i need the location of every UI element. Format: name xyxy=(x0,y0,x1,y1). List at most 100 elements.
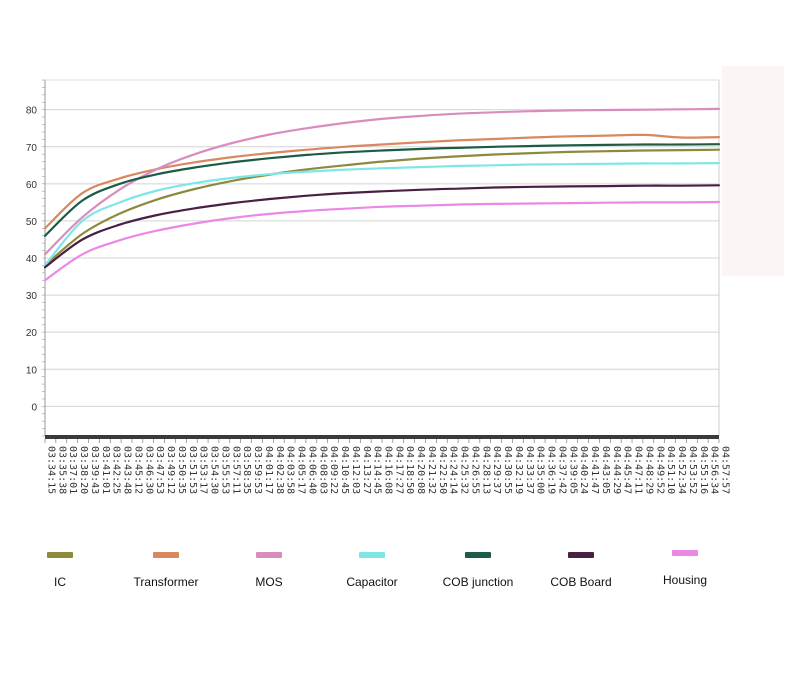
x-tick-label: 04:05:17 xyxy=(296,446,307,494)
y-tick-label: 0 xyxy=(31,402,37,413)
y-tick-label: 70 xyxy=(26,143,38,154)
legend-item-cob-junction: COB junction xyxy=(433,552,523,589)
x-tick-label: 03:58:35 xyxy=(241,446,252,494)
x-tick-label: 04:37:42 xyxy=(556,446,567,494)
legend-item-ic: IC xyxy=(15,552,105,589)
x-tick-label: 03:45:12 xyxy=(132,446,143,494)
x-tick-label: 04:09:22 xyxy=(328,446,339,494)
side-panel xyxy=(722,66,784,276)
legend-swatch-cob-junction xyxy=(465,552,491,558)
legend-swatch-transformer xyxy=(153,552,179,558)
x-tick-label: 04:32:19 xyxy=(513,446,524,494)
legend-swatch-mos xyxy=(256,552,282,558)
x-tick-label: 03:55:53 xyxy=(219,446,230,494)
x-tick-label: 03:54:30 xyxy=(209,446,220,494)
x-tick-label: 04:49:52 xyxy=(654,446,665,494)
legend-label-ic: IC xyxy=(54,575,66,589)
x-tick-label: 04:39:05 xyxy=(567,446,578,494)
x-tick-label: 04:29:37 xyxy=(491,446,502,494)
x-tick-label: 03:59:53 xyxy=(252,446,263,494)
series-line-ic xyxy=(43,148,721,267)
x-tick-label: 04:36:19 xyxy=(546,446,557,494)
series-line-cob-junction xyxy=(43,143,721,237)
x-tick-label: 03:51:53 xyxy=(187,446,198,494)
legend-swatch-capacitor xyxy=(359,552,385,558)
x-tick-label: 04:51:10 xyxy=(665,446,676,494)
x-tick-label: 03:49:12 xyxy=(165,446,176,494)
x-tick-label: 04:12:03 xyxy=(350,446,361,494)
legend-item-cob-board: COB Board xyxy=(536,552,626,589)
legend-label-housing: Housing xyxy=(662,573,708,587)
series-line-mos xyxy=(43,107,721,256)
legend-label-cob-board: COB Board xyxy=(550,575,612,589)
x-tick-label: 04:14:45 xyxy=(372,446,383,494)
x-tick-label: 04:16:08 xyxy=(383,446,394,494)
x-tick-label: 04:35:00 xyxy=(535,446,546,494)
x-tick-label: 04:30:55 xyxy=(502,446,513,494)
x-tick-label: 04:06:40 xyxy=(306,446,317,494)
y-tick-label: 30 xyxy=(26,291,38,302)
y-tick-label: 60 xyxy=(26,180,38,191)
axes xyxy=(42,79,720,443)
x-tick-label: 04:41:47 xyxy=(589,446,600,494)
x-tick-label: 04:22:50 xyxy=(437,446,448,494)
x-tick-label: 04:53:52 xyxy=(687,446,698,494)
x-tick-label: 04:44:29 xyxy=(611,446,622,494)
x-tick-label: 04:13:27 xyxy=(361,446,372,494)
x-tick-label: 04:20:08 xyxy=(415,446,426,494)
x-tick-label: 04:02:38 xyxy=(274,446,285,494)
x-tick-label: 03:42:25 xyxy=(111,446,122,494)
x-tick-label: 03:46:30 xyxy=(143,446,154,494)
series-lines xyxy=(43,107,721,282)
x-tick-label: 04:56:34 xyxy=(709,446,720,494)
x-tick-label: 04:48:29 xyxy=(643,446,654,494)
x-tick-label: 03:41:01 xyxy=(100,446,111,494)
x-tick-label: 04:57:57 xyxy=(720,446,731,494)
x-tick-label: 03:37:01 xyxy=(67,446,78,494)
x-tick-label: 03:34:15 xyxy=(46,446,57,494)
x-tick-label: 03:43:48 xyxy=(122,446,133,494)
legend-item-housing: Housing xyxy=(640,550,730,587)
x-tick-label: 04:21:32 xyxy=(426,446,437,494)
legend-swatch-ic xyxy=(47,552,73,558)
x-tick-label: 03:57:11 xyxy=(230,446,241,494)
legend-label-transformer: Transformer xyxy=(133,575,199,589)
legend-swatch-housing xyxy=(672,550,698,556)
x-axis-line xyxy=(45,435,719,439)
legend-item-mos: MOS xyxy=(224,552,314,589)
series-line-transformer xyxy=(43,133,721,230)
legend-label-mos: MOS xyxy=(255,575,283,589)
x-tick-label: 04:25:32 xyxy=(459,446,470,494)
series-line-cob-board xyxy=(43,184,721,269)
series-line-capacitor xyxy=(43,162,721,267)
x-tick-label: 03:47:53 xyxy=(154,446,165,494)
y-tick-label: 80 xyxy=(26,106,38,117)
legend-swatch-cob-board xyxy=(568,552,594,558)
legend-label-capacitor: Capacitor xyxy=(346,575,398,589)
x-tick-label: 04:52:34 xyxy=(676,446,687,494)
x-tick-label: 03:53:17 xyxy=(198,446,209,494)
x-tick-label: 04:18:50 xyxy=(404,446,415,494)
grid-lines xyxy=(45,109,719,407)
x-tick-label: 04:08:03 xyxy=(317,446,328,494)
x-tick-label: 04:45:47 xyxy=(622,446,633,494)
legend-label-cob-junction: COB junction xyxy=(442,575,514,589)
x-tick-label: 03:50:35 xyxy=(176,446,187,494)
x-tick-label: 04:24:14 xyxy=(448,446,459,494)
x-tick-labels: 03:34:15 03:35:38 03:37:01 03:38:20 03:39:43… xyxy=(46,446,731,494)
y-tick-label: 20 xyxy=(26,328,38,339)
y-tick-labels: 0 10 20 30 40 50 60 70 80 xyxy=(26,106,38,414)
x-tick-label: 04:40:24 xyxy=(578,446,589,494)
x-tick-label: 04:55:16 xyxy=(698,446,709,494)
x-tick-label: 03:39:43 xyxy=(89,446,100,494)
x-tick-label: 04:28:13 xyxy=(480,446,491,494)
x-tick-label: 03:35:38 xyxy=(56,446,67,494)
x-tick-label: 03:38:20 xyxy=(78,446,89,494)
x-tick-label: 04:26:55 xyxy=(469,446,480,494)
x-tick-label: 04:03:58 xyxy=(285,446,296,494)
series-line-housing xyxy=(43,200,721,282)
x-tick-label: 04:10:45 xyxy=(339,446,350,494)
x-tick-label: 04:17:27 xyxy=(393,446,404,494)
legend-item-transformer: Transformer xyxy=(121,552,211,589)
